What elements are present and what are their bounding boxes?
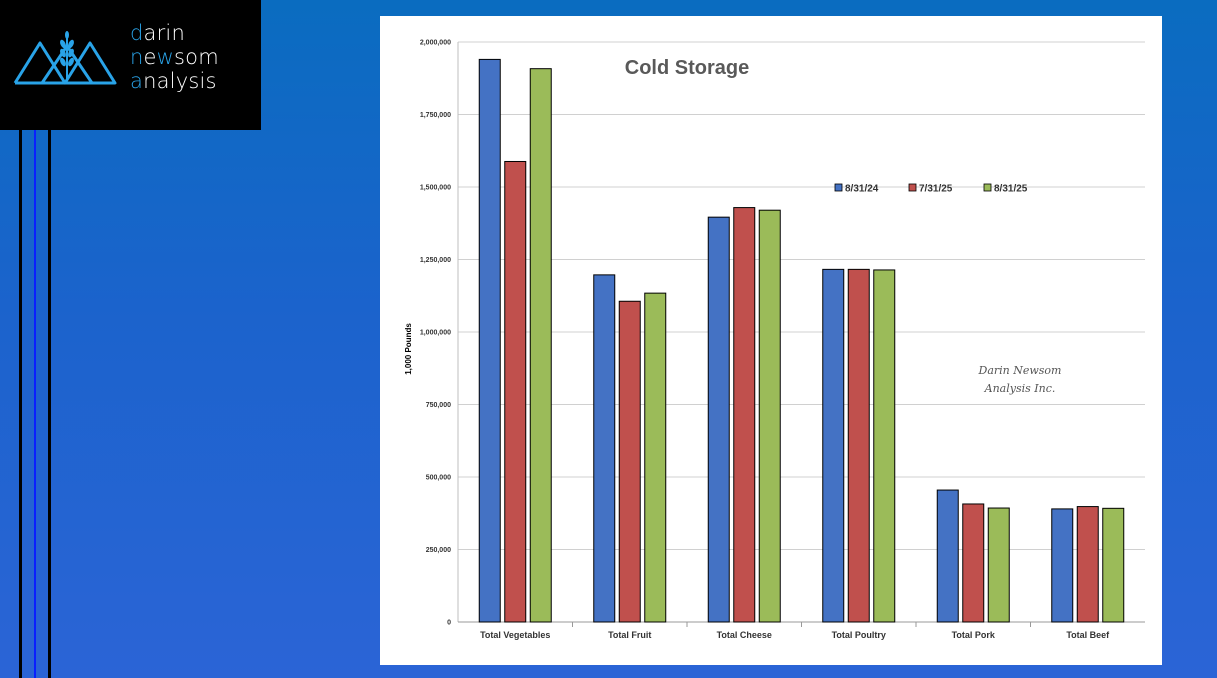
legend-label: 8/31/24 bbox=[845, 184, 879, 195]
decor-line bbox=[34, 130, 36, 678]
y-tick-label: 750,000 bbox=[426, 402, 451, 409]
bar bbox=[758, 209, 781, 623]
bar bbox=[618, 300, 641, 623]
bar bbox=[822, 268, 845, 623]
bar bbox=[1076, 506, 1099, 623]
brand-line-3: analysis bbox=[130, 69, 217, 93]
x-category-labels: Total Vegetables Total Fruit Total Cheese T… bbox=[480, 630, 1110, 640]
y-tick-label: 250,000 bbox=[426, 547, 451, 554]
x-category-label: Total Fruit bbox=[608, 630, 651, 640]
y-axis-label: 1,000 Pounds bbox=[404, 323, 413, 375]
bar bbox=[733, 207, 756, 623]
y-tick-label: 2,000,000 bbox=[420, 40, 451, 47]
bars bbox=[478, 58, 1125, 623]
bar bbox=[936, 489, 959, 623]
decor-line bbox=[48, 130, 51, 678]
brand-line-1: darin bbox=[130, 21, 185, 45]
bar bbox=[987, 507, 1010, 623]
bar bbox=[593, 274, 616, 623]
brand-name: darin newsom analysis bbox=[130, 21, 219, 93]
x-category-label: Total Vegetables bbox=[480, 630, 550, 640]
y-tick-label: 0 bbox=[447, 620, 451, 627]
bar bbox=[707, 216, 730, 623]
bar bbox=[1102, 507, 1125, 623]
chart-title: Cold Storage bbox=[625, 57, 749, 79]
legend-label: 8/31/25 bbox=[994, 184, 1028, 195]
y-tick-label: 1,000,000 bbox=[420, 330, 451, 337]
x-category-label: Total Pork bbox=[952, 630, 996, 640]
x-category-label: Total Poultry bbox=[832, 630, 886, 640]
brand-line-2: newsom bbox=[130, 45, 219, 69]
watermark-line-2: Analysis Inc. bbox=[984, 382, 1056, 395]
bar bbox=[962, 503, 985, 623]
legend-swatch bbox=[983, 183, 992, 192]
chart-panel: 0 250,000 500,000 750,000 1,000,000 1,250,000… bbox=[380, 16, 1162, 665]
legend: 8/31/24 7/31/25 8/31/25 bbox=[834, 183, 1028, 195]
brand-logo: darin newsom analysis bbox=[0, 0, 261, 130]
bar bbox=[529, 68, 552, 623]
watermark-line-1: Darin Newsom bbox=[978, 364, 1062, 377]
y-tick-label: 1,750,000 bbox=[420, 112, 451, 119]
y-tick-label: 500,000 bbox=[426, 475, 451, 482]
y-tick-label: 1,250,000 bbox=[420, 257, 451, 264]
bar bbox=[1051, 508, 1074, 623]
bar-chart: 0 250,000 500,000 750,000 1,000,000 1,250,000… bbox=[404, 40, 1145, 640]
mountain-wheat-logo-icon bbox=[13, 31, 117, 85]
y-tick-labels: 0 250,000 500,000 750,000 1,000,000 1,250,000… bbox=[420, 40, 451, 627]
x-category-label: Total Beef bbox=[1066, 630, 1110, 640]
bar bbox=[873, 269, 896, 623]
legend-label: 7/31/25 bbox=[919, 184, 953, 195]
legend-swatch bbox=[834, 183, 843, 192]
bar bbox=[478, 58, 501, 623]
bar bbox=[504, 160, 527, 623]
bar bbox=[644, 292, 667, 623]
decor-line bbox=[19, 130, 22, 678]
bar bbox=[847, 268, 870, 623]
gridlines bbox=[457, 41, 1145, 627]
y-tick-label: 1,500,000 bbox=[420, 185, 451, 192]
legend-swatch bbox=[908, 183, 917, 192]
x-category-label: Total Cheese bbox=[717, 630, 772, 640]
